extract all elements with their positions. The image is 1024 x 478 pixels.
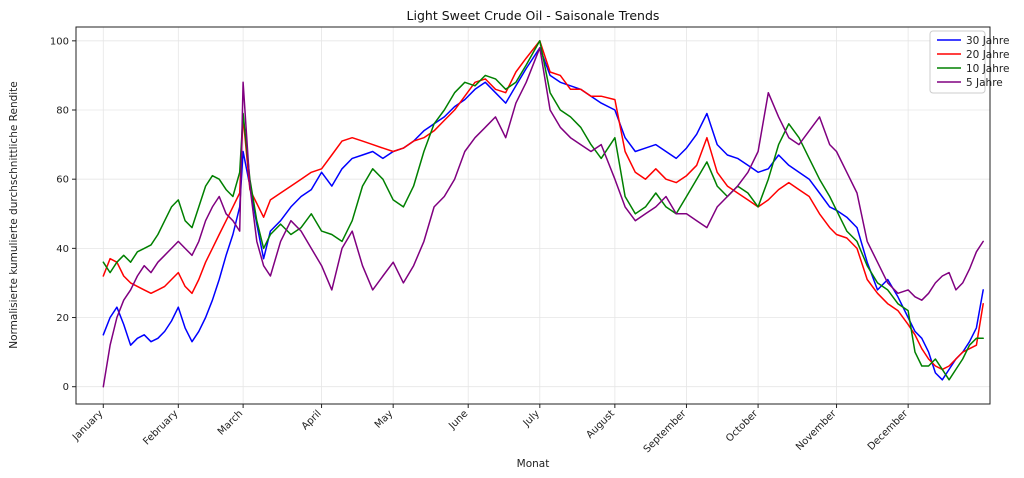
series-line-5-jahre xyxy=(102,47,984,388)
legend-label-10-jahre: 10 Jahre xyxy=(966,63,1009,75)
series-line-10-jahre xyxy=(102,40,984,381)
plot-frame xyxy=(75,26,991,405)
series-line-30-jahre xyxy=(102,47,984,381)
legend-label-30-jahre: 30 Jahre xyxy=(966,35,1009,47)
series-layer xyxy=(102,40,984,388)
y-axis: 0 20 40 60 80 100 xyxy=(50,36,76,393)
y-tick-label: 40 xyxy=(56,244,69,255)
y-tick-label: 100 xyxy=(50,36,69,47)
legend-label-20-jahre: 20 Jahre xyxy=(966,49,1009,61)
x-axis-label: Monat xyxy=(517,458,550,470)
y-tick-label: 60 xyxy=(56,175,69,186)
legend: 30 Jahre 20 Jahre 10 Jahre 5 Jahre xyxy=(929,30,1009,94)
y-axis-label: Normalisierte kumulierte durchschnittlic… xyxy=(8,81,20,349)
y-tick-label: 0 xyxy=(63,382,69,393)
grid-layer xyxy=(76,27,990,404)
legend-label-5-jahre: 5 Jahre xyxy=(966,77,1003,89)
series-line-20-jahre xyxy=(102,40,984,371)
y-tick-label: 20 xyxy=(56,313,69,324)
chart-title: Light Sweet Crude Oil - Saisonale Trends xyxy=(407,8,660,23)
legend-box xyxy=(929,30,986,94)
y-tick-label: 80 xyxy=(56,106,69,117)
